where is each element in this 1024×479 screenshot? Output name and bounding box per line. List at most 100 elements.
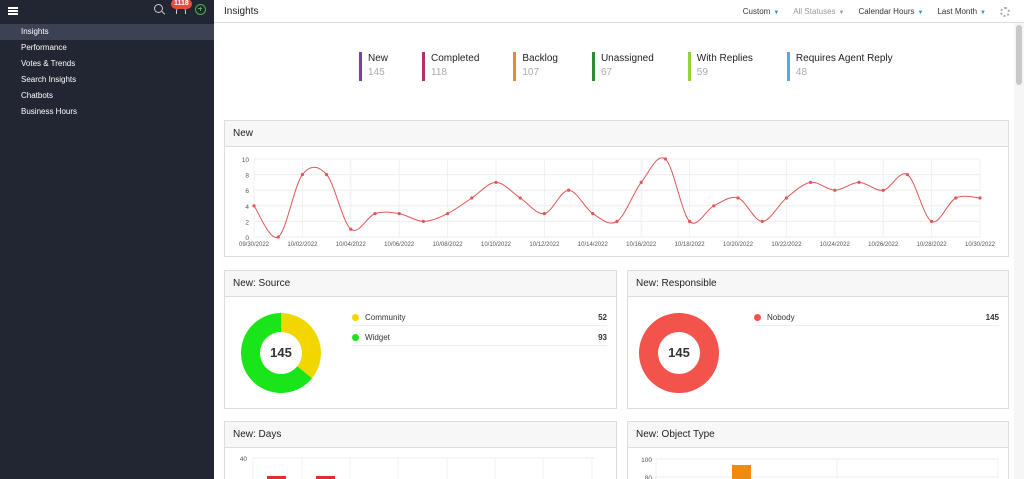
x-tick-label: 10/14/2022 [578,242,609,248]
panel-title: New: Source [225,271,616,297]
sidebar-item-chatbots[interactable]: Chatbots [21,91,54,100]
object-type-panel: New: Object Type 100 80 [627,421,1009,479]
x-tick-label: 10/08/2022 [433,242,464,248]
stat-unassigned[interactable]: Unassigned 67 [591,52,654,81]
data-point[interactable] [954,196,958,200]
data-point[interactable] [300,173,304,177]
data-point[interactable] [663,157,667,161]
sidebar-item-performance[interactable]: Performance [21,43,67,52]
data-point[interactable] [591,212,595,216]
stat-with-replies[interactable]: With Replies 59 [687,52,753,81]
new-chart-panel: New 0 2 4 6 8 10 09/30/2022 10/02/2022 10/04/202… [224,120,1009,257]
sidebar-item-insights[interactable]: Insights [0,24,214,40]
y-tick-label: 4 [245,204,249,211]
data-point[interactable] [615,219,619,223]
data-point[interactable] [567,188,571,192]
x-tick-label: 10/30/2022 [965,242,996,248]
y-tick-label: 40 [240,456,248,463]
data-point[interactable] [421,219,425,223]
data-point[interactable] [252,204,256,208]
legend-count: 52 [598,313,607,322]
notification-bell-icon[interactable]: 1118 [171,0,192,15]
sidebar-item-votes-trends[interactable]: Votes & Trends [21,59,76,68]
data-point[interactable] [397,212,401,216]
x-tick-label: 10/04/2022 [336,242,367,248]
data-point[interactable] [325,173,329,177]
data-point[interactable] [542,212,546,216]
data-point[interactable] [784,196,789,200]
data-point[interactable] [736,196,740,200]
x-tick-label: 10/24/2022 [820,242,851,248]
days-bar-chart: 40 [240,456,595,479]
data-point[interactable] [276,235,280,239]
donut-slice[interactable] [240,313,313,393]
scrollbar[interactable] [1014,23,1024,479]
new-line-chart: 0 2 4 6 8 10 09/30/2022 10/02/2022 10/04/2022 10/… [239,157,996,248]
data-point[interactable] [639,180,643,184]
y-tick-label: 0 [245,235,249,242]
data-point[interactable] [857,180,861,184]
x-tick-label: 10/16/2022 [626,242,657,248]
data-point[interactable] [881,188,885,192]
data-point[interactable] [373,212,377,216]
legend-item-widget[interactable]: Widget 93 [352,330,607,346]
stat-label: Completed [431,53,480,64]
responsible-panel: New: Responsible 145 Nobody 145 [627,270,1009,409]
filter-bar: Custom ▼ All Statuses ▼ Calendar Hours ▼ La… [743,0,1010,23]
data-point[interactable] [446,212,450,216]
x-tick-label: 10/20/2022 [723,242,754,248]
y-tick-label: 6 [245,188,249,195]
x-tick-label: 10/06/2022 [384,242,415,248]
stat-label: Unassigned [600,53,654,64]
sidebar: 1118 Insights Performance Votes & Trends… [0,0,214,479]
object-type-bar-chart: 100 80 [641,457,999,479]
donut-slice[interactable] [639,313,719,393]
data-point[interactable] [688,219,692,223]
sidebar-icon-group: 1118 [154,0,206,15]
sidebar-item-search-insights[interactable]: Search Insights [21,75,77,84]
stat-requires-agent-reply[interactable]: Requires Agent Reply 48 [786,52,893,81]
series-line [253,157,981,238]
stat-completed[interactable]: Completed 118 [422,52,479,81]
y-tick-label: 100 [641,457,652,464]
data-point[interactable] [809,180,813,184]
gear-icon[interactable] [1000,6,1010,17]
legend-dot [352,334,359,341]
period-filter-dropdown[interactable]: Last Month ▼ [937,7,986,16]
data-point[interactable] [760,219,764,223]
legend-item-nobody[interactable]: Nobody 145 [754,310,999,326]
donut-slice[interactable] [281,313,321,379]
bar[interactable] [732,465,751,479]
stat-new[interactable]: New 145 [359,52,388,81]
legend-item-community[interactable]: Community 52 [352,310,607,326]
y-tick-label: 2 [245,219,249,226]
data-point[interactable] [494,180,498,184]
data-point[interactable] [712,204,716,208]
legend-dot [352,314,359,321]
data-point[interactable] [833,188,837,192]
data-point[interactable] [905,173,910,177]
search-icon[interactable] [154,4,165,15]
hamburger-menu-icon[interactable] [8,7,18,15]
bar[interactable] [267,476,286,479]
sidebar-item-business-hours[interactable]: Business Hours [21,107,78,116]
data-point[interactable] [518,196,522,200]
y-tick-label: 8 [245,173,249,180]
stat-backlog[interactable]: Backlog 107 [513,52,558,81]
scrollbar-thumb[interactable] [1016,25,1022,85]
data-point[interactable] [930,219,934,223]
hours-filter-dropdown[interactable]: Calendar Hours ▼ [858,7,923,16]
add-icon[interactable] [195,4,206,15]
stat-value: 48 [795,67,808,78]
caret-down-icon: ▼ [917,10,924,16]
range-filter-dropdown[interactable]: Custom ▼ [743,7,780,16]
x-tick-label: 10/18/2022 [675,242,706,248]
range-filter-label: Custom [742,7,771,16]
data-point[interactable] [978,196,982,200]
data-point[interactable] [470,196,474,200]
status-filter-dropdown[interactable]: All Statuses ▼ [793,7,844,16]
data-point[interactable] [349,227,353,231]
bar[interactable] [316,476,335,479]
status-filter-label: All Statuses [793,7,836,16]
legend-label: Nobody [767,313,795,322]
